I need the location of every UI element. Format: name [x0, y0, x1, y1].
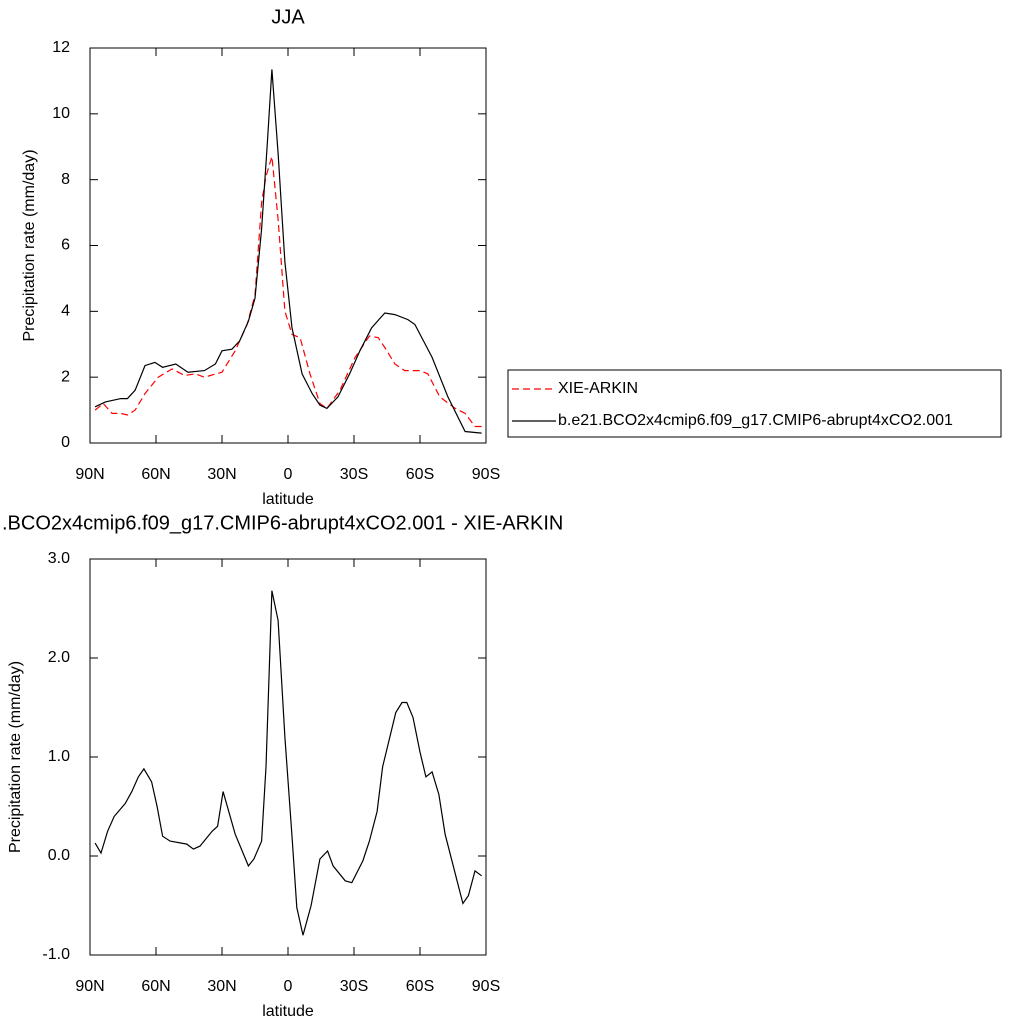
chart-title: JJA: [271, 6, 305, 28]
x-tick-label: 60S: [406, 466, 434, 483]
x-tick-label: 0: [284, 978, 293, 995]
y-tick-label: 2.0: [48, 649, 70, 666]
x-axis-label: latitude: [262, 1003, 314, 1020]
y-tick-label: 8: [61, 171, 70, 188]
y-tick-label: 0.0: [48, 847, 70, 864]
x-tick-label: 60S: [406, 978, 434, 995]
y-tick-label: 6: [61, 237, 70, 254]
legend-box: [507, 369, 1002, 438]
data-line: [94, 590, 482, 936]
data-line: [94, 69, 482, 434]
legend-label: XIE-ARKIN: [558, 380, 638, 397]
x-tick-label: 30S: [340, 978, 368, 995]
x-tick-label: 60N: [141, 978, 170, 995]
y-tick-label: 12: [52, 39, 70, 56]
x-axis-label: latitude: [262, 491, 314, 508]
x-tick-label: 30S: [340, 466, 368, 483]
x-tick-label: 90N: [75, 978, 104, 995]
data-line: [94, 156, 482, 428]
y-tick-label: 0: [61, 434, 70, 451]
x-tick-label: 30N: [207, 978, 236, 995]
y-axis-label: Precipitation rate (mm/day): [7, 661, 24, 853]
x-tick-label: 90S: [472, 466, 500, 483]
plot-frame: [89, 47, 487, 444]
y-tick-label: -1.0: [42, 946, 70, 963]
x-tick-label: 0: [284, 466, 293, 483]
x-tick-label: 90S: [472, 978, 500, 995]
y-tick-label: 1.0: [48, 748, 70, 765]
y-tick-label: 2: [61, 368, 70, 385]
y-tick-label: 4: [61, 303, 70, 320]
y-axis-label: Precipitation rate (mm/day): [21, 149, 38, 341]
y-tick-label: 3.0: [48, 550, 70, 567]
x-tick-label: 90N: [75, 466, 104, 483]
legend-label: b.e21.BCO2x4cmip6.f09_g17.CMIP6-abrupt4x…: [558, 412, 953, 429]
x-tick-label: 60N: [141, 466, 170, 483]
plot-frame: [89, 558, 487, 956]
x-tick-label: 30N: [207, 466, 236, 483]
y-tick-label: 10: [52, 105, 70, 122]
chart-title: .BCO2x4cmip6.f09_g17.CMIP6-abrupt4xCO2.0…: [2, 512, 563, 534]
